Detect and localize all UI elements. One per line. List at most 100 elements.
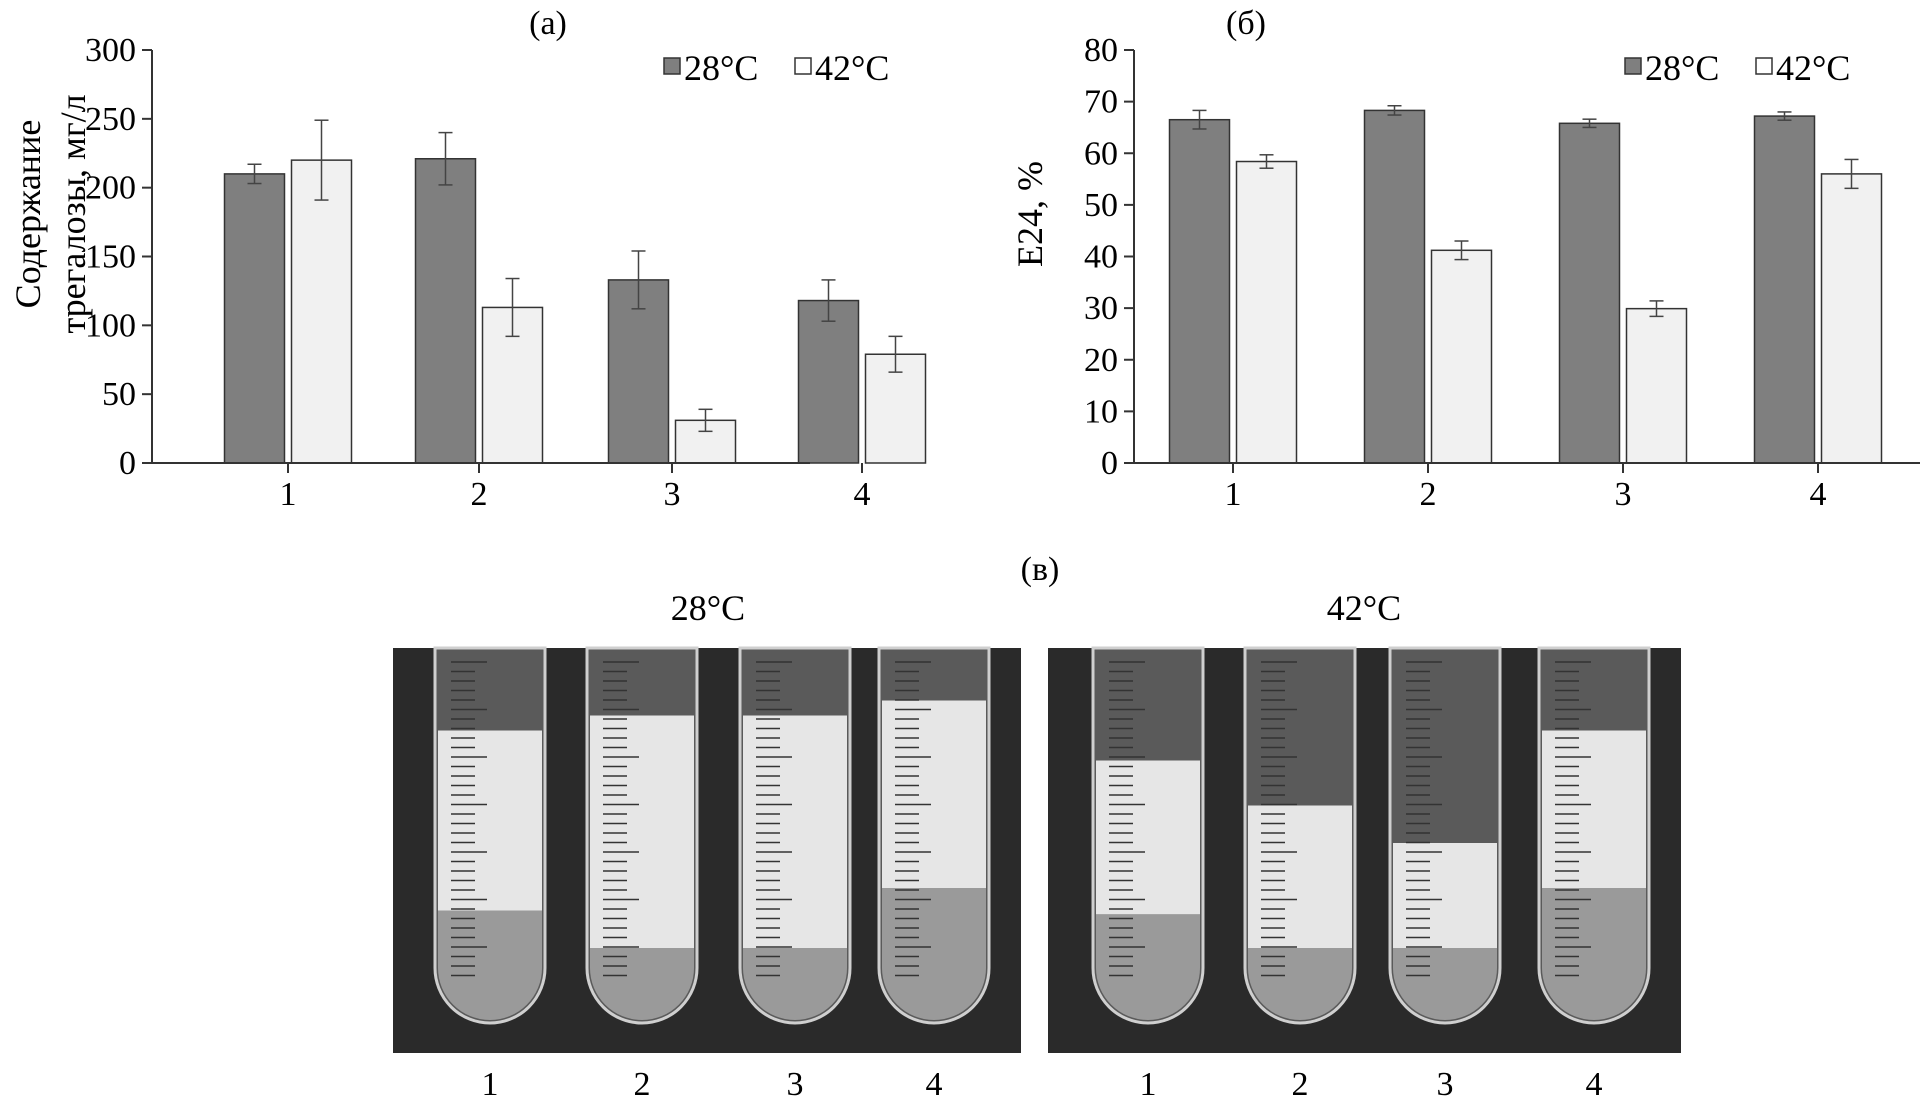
chart-b-error-bar (1192, 109, 1207, 130)
emulsion-layer (1096, 760, 1200, 915)
chart-a-x-tick-label: 4 (854, 476, 871, 513)
chart-a-y-tick-label: 250 (85, 101, 136, 138)
emulsion-layer (590, 715, 694, 948)
test-tube (1537, 646, 1651, 1025)
chart-a-bar-28c-2 (414, 158, 477, 464)
test-tube (877, 646, 991, 1025)
chart-a-error-bar (821, 279, 836, 322)
chart-b-legend-swatch-28 (1624, 57, 1642, 75)
chart-a-legend-swatch-42 (794, 57, 812, 75)
tube-label: 3 (787, 1066, 804, 1103)
chart-b-x-tick-label: 3 (1615, 476, 1632, 513)
tube-label: 4 (926, 1066, 943, 1103)
photos-panel-label: (в) (1021, 551, 1060, 588)
chart-trehalose: (а) Содержание трегалозы, мг/л 0 50 100 150… (8, 5, 927, 513)
emulsion-layer (1248, 805, 1352, 948)
chart-b-error-bar (1259, 154, 1274, 169)
chart-b-x-tick-label: 2 (1420, 476, 1437, 513)
chart-b-error-bar (1454, 240, 1469, 261)
chart-b-x-tick-label: 4 (1810, 476, 1827, 513)
chart-b-y-tick-label: 0 (1101, 445, 1118, 482)
chart-b-bar-42c-2 (1430, 249, 1493, 464)
tube-label: 3 (1437, 1066, 1454, 1103)
chart-b-panel-label: (б) (1226, 5, 1266, 42)
photo-group-42 (1048, 646, 1681, 1053)
chart-a-bar-42c-1 (290, 159, 353, 464)
chart-b-bar-42c-4 (1820, 173, 1883, 464)
chart-a-error-bar (631, 250, 646, 310)
test-tube (1388, 646, 1502, 1025)
chart-a-ylabel-line2: трегалозы, мг/л (53, 94, 93, 333)
photo-group-28 (393, 646, 1021, 1053)
chart-a-bars (223, 158, 927, 464)
chart-a-x-tick-label: 3 (664, 476, 681, 513)
chart-b-error-bar (1582, 118, 1597, 129)
test-tube (433, 646, 547, 1025)
chart-b-ylabel: E24, % (1010, 161, 1050, 267)
chart-a-legend-label-28: 28°C (684, 48, 758, 88)
chart-e24: (б) E24, % 0 10 20 30 40 50 60 70 80 1 2 3 4 28°C 4… (1010, 5, 1920, 513)
chart-b-error-bars (1192, 105, 1859, 318)
chart-a-x-tick-label: 1 (280, 476, 297, 513)
chart-a-y-ticks: 0 50 100 150 200 250 300 (85, 32, 152, 482)
chart-b-x-ticks: 1 2 3 4 (1225, 463, 1827, 513)
chart-a-y-tick-label: 100 (85, 307, 136, 344)
chart-b-y-tick-label: 70 (1084, 84, 1118, 121)
chart-b-y-tick-label: 80 (1084, 32, 1118, 69)
test-tube (1091, 646, 1205, 1025)
tube-label: 1 (1140, 1066, 1157, 1103)
chart-b-bars (1168, 109, 1883, 464)
tube-label: 1 (482, 1066, 499, 1103)
chart-a-legend: 28°C 42°C (663, 48, 889, 88)
chart-a-error-bar (314, 119, 329, 201)
chart-a-y-tick-label: 50 (102, 376, 136, 413)
chart-b-y-tick-label: 60 (1084, 135, 1118, 172)
chart-a-legend-swatch-28 (663, 57, 681, 75)
chart-a-error-bar (247, 163, 262, 185)
chart-a-x-ticks: 1 2 3 4 (280, 463, 871, 513)
photo-group-title-42: 42°C (1327, 588, 1401, 628)
chart-b-legend-swatch-42 (1755, 57, 1773, 75)
chart-b-legend-label-28: 28°C (1645, 48, 1719, 88)
tube-label: 2 (1292, 1066, 1309, 1103)
chart-b-y-tick-label: 20 (1084, 342, 1118, 379)
chart-a-legend-label-42: 42°C (815, 48, 889, 88)
chart-b-y-tick-label: 30 (1084, 290, 1118, 327)
chart-b-y-ticks: 0 10 20 30 40 50 60 70 80 (1084, 32, 1134, 482)
chart-a-y-tick-label: 0 (119, 445, 136, 482)
chart-a-panel-label: (а) (529, 5, 567, 42)
chart-b-bar-28c-1 (1168, 118, 1231, 464)
chart-a-error-bar (505, 277, 520, 338)
emulsion-layer (1542, 730, 1646, 888)
chart-a-error-bars (247, 119, 903, 433)
chart-b-x-tick-label: 1 (1225, 476, 1242, 513)
chart-b-legend-label-42: 42°C (1776, 48, 1850, 88)
test-tube (1243, 646, 1357, 1025)
chart-a-y-tick-label: 150 (85, 239, 136, 276)
photo-group-title-28: 28°C (671, 588, 745, 628)
chart-b-legend: 28°C 42°C (1624, 48, 1850, 88)
chart-a-bar-28c-1 (223, 173, 286, 464)
chart-a-ylabel-line1: Содержание (8, 120, 48, 309)
test-tube (738, 646, 852, 1025)
test-tube (585, 646, 699, 1025)
chart-b-error-bar (1844, 158, 1859, 190)
chart-a-error-bar (888, 335, 903, 373)
chart-b-error-bar (1777, 111, 1792, 121)
chart-b-y-tick-label: 50 (1084, 187, 1118, 224)
chart-b-error-bar (1387, 105, 1402, 116)
tube-label: 4 (1586, 1066, 1603, 1103)
chart-b-y-tick-label: 10 (1084, 393, 1118, 430)
chart-a-y-tick-label: 200 (85, 170, 136, 207)
chart-a-bar-28c-4 (797, 299, 860, 464)
chart-b-error-bar (1649, 300, 1664, 318)
tube-label: 2 (634, 1066, 651, 1103)
chart-b-bar-28c-2 (1363, 109, 1426, 464)
chart-a-error-bar (698, 408, 713, 433)
emulsion-layer (1393, 843, 1497, 948)
chart-b-y-tick-label: 40 (1084, 239, 1118, 276)
chart-b-bar-28c-3 (1558, 122, 1621, 464)
emulsion-layer (743, 715, 847, 948)
chart-a-y-tick-label: 300 (85, 32, 136, 69)
